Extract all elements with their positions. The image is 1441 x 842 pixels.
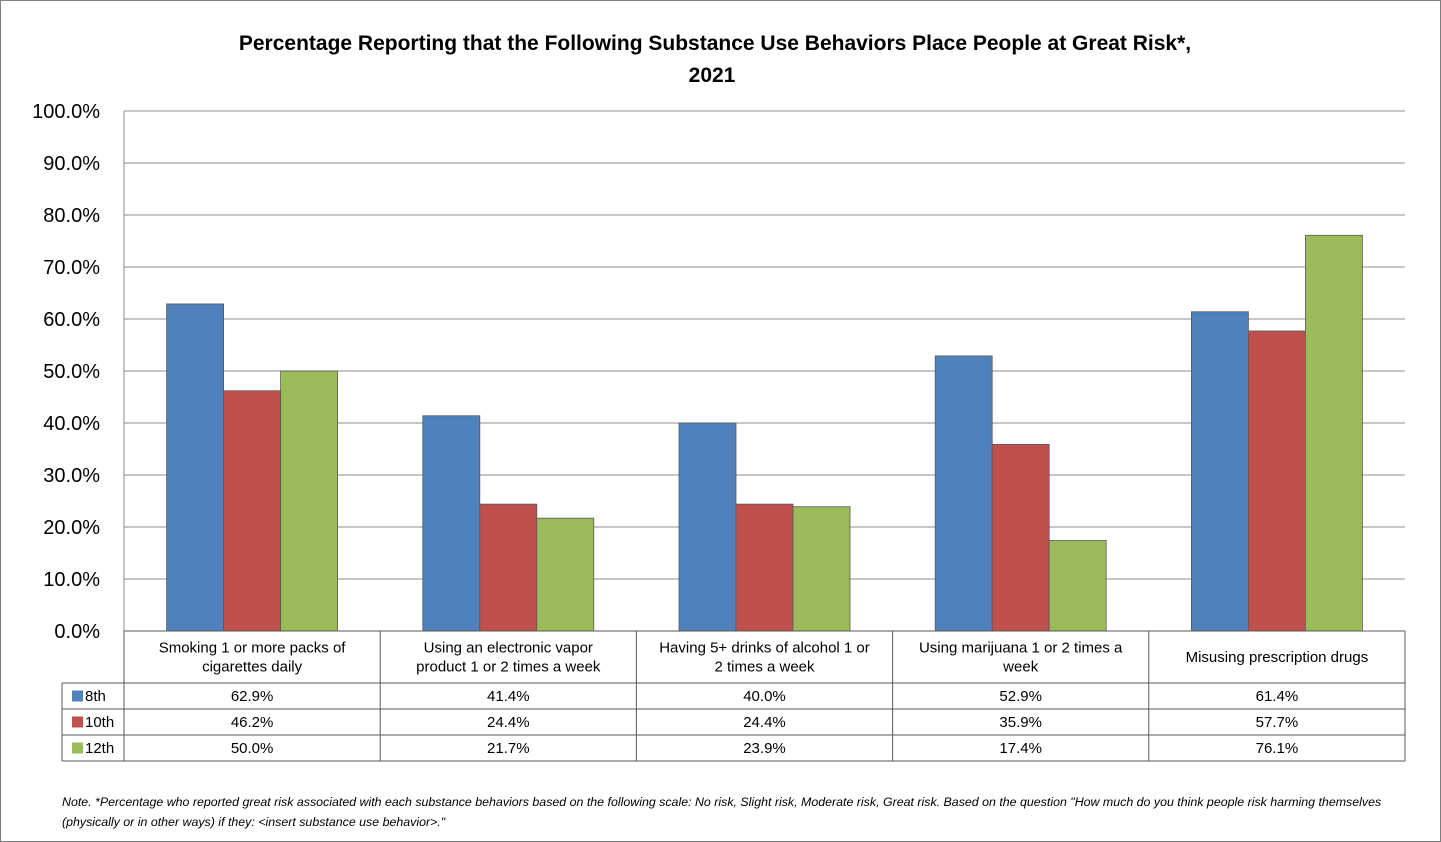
y-tick-label: 0.0% — [54, 621, 100, 643]
data-label: 17.4% — [999, 740, 1042, 757]
x-category-label: Smoking 1 or more packs of — [159, 640, 347, 657]
y-tick-label: 90.0% — [43, 153, 100, 175]
data-label: 23.9% — [743, 740, 786, 757]
x-category-label: product 1 or 2 times a week — [416, 659, 601, 676]
data-label: 61.4% — [1256, 688, 1299, 705]
y-tick-label: 50.0% — [43, 361, 100, 383]
legend-swatch-10th — [72, 716, 83, 728]
bar-10th-2 — [479, 503, 538, 632]
bar-8th-2 — [422, 415, 481, 632]
data-label: 35.9% — [999, 714, 1042, 731]
legend-swatch-8th — [72, 690, 83, 702]
bar-8th-3 — [678, 422, 737, 632]
legend-label-12th: 12th — [85, 740, 114, 757]
data-label: 40.0% — [743, 688, 786, 705]
x-category-label: Having 5+ drinks of alcohol 1 or — [659, 640, 870, 657]
y-tick-label: 80.0% — [43, 205, 100, 227]
y-tick-label: 10.0% — [43, 569, 100, 591]
y-tick-label: 20.0% — [43, 517, 100, 539]
bar-12th-4 — [1048, 540, 1107, 632]
chart-note: Note. *Percentage who reported great ris… — [62, 795, 1382, 829]
data-label: 46.2% — [231, 714, 274, 731]
y-tick-label: 30.0% — [43, 465, 100, 487]
data-label: 50.0% — [231, 740, 274, 757]
x-category-label: week — [1002, 659, 1039, 676]
x-category-label: Using marijuana 1 or 2 times a — [919, 640, 1123, 657]
data-label: 21.7% — [487, 740, 530, 757]
y-tick-label: 100.0% — [32, 101, 100, 123]
data-label: 24.4% — [743, 714, 786, 731]
bar-12th-5 — [1305, 234, 1363, 632]
bar-12th-1 — [280, 370, 339, 632]
data-label: 62.9% — [231, 688, 274, 705]
bar-8th-5 — [1191, 311, 1249, 632]
bar-12th-2 — [536, 517, 595, 632]
x-category-label: Misusing prescription drugs — [1186, 649, 1369, 666]
legend-label-8th: 8th — [85, 688, 106, 705]
chart-title: Percentage Reporting that the Following … — [239, 32, 1191, 55]
legend-swatch-12th — [72, 742, 83, 754]
x-category-label: 2 times a week — [714, 659, 815, 676]
y-tick-label: 60.0% — [43, 309, 100, 331]
data-label: 41.4% — [487, 688, 530, 705]
x-category-label: Using an electronic vapor — [424, 640, 593, 657]
data-label: 52.9% — [999, 688, 1042, 705]
bar-10th-1 — [223, 390, 282, 632]
chart-subtitle: 2021 — [689, 64, 736, 87]
data-label: 76.1% — [1256, 740, 1299, 757]
bar-8th-1 — [166, 303, 225, 632]
legend-label-10th: 10th — [85, 714, 114, 731]
data-label: 24.4% — [487, 714, 530, 731]
bar-8th-4 — [934, 355, 993, 632]
y-tick-label: 70.0% — [43, 257, 100, 279]
data-label: 57.7% — [1256, 714, 1299, 731]
bar-10th-4 — [991, 443, 1050, 632]
x-category-label: cigarettes daily — [202, 659, 303, 676]
y-tick-label: 40.0% — [43, 413, 100, 435]
bar-12th-3 — [792, 506, 851, 632]
bar-10th-3 — [735, 503, 794, 632]
bar-10th-5 — [1248, 330, 1306, 632]
